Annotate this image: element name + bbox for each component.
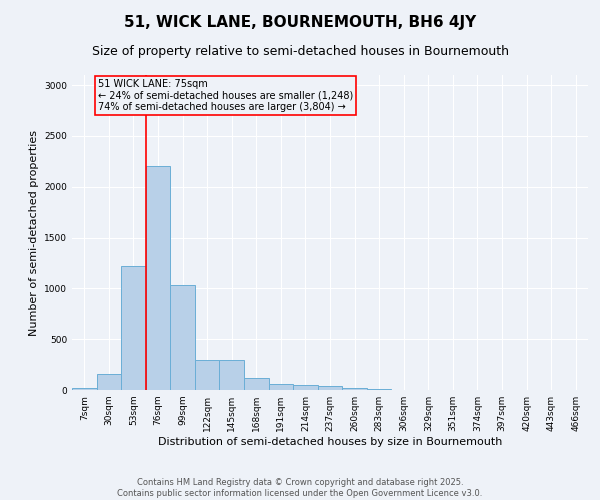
Bar: [97, 374, 121, 390]
Bar: [269, 384, 293, 390]
Bar: [121, 266, 146, 390]
Bar: [195, 360, 220, 390]
Bar: [244, 378, 269, 390]
Y-axis label: Number of semi-detached properties: Number of semi-detached properties: [29, 130, 38, 336]
Bar: [170, 285, 195, 390]
Bar: [318, 386, 342, 390]
Bar: [72, 388, 97, 390]
Bar: [342, 388, 367, 390]
Text: Contains HM Land Registry data © Crown copyright and database right 2025.
Contai: Contains HM Land Registry data © Crown c…: [118, 478, 482, 498]
Text: Size of property relative to semi-detached houses in Bournemouth: Size of property relative to semi-detach…: [91, 45, 509, 58]
Bar: [146, 166, 170, 390]
Bar: [293, 385, 318, 390]
Text: 51, WICK LANE, BOURNEMOUTH, BH6 4JY: 51, WICK LANE, BOURNEMOUTH, BH6 4JY: [124, 15, 476, 30]
Text: 51 WICK LANE: 75sqm
← 24% of semi-detached houses are smaller (1,248)
74% of sem: 51 WICK LANE: 75sqm ← 24% of semi-detach…: [98, 79, 353, 112]
Bar: [220, 360, 244, 390]
X-axis label: Distribution of semi-detached houses by size in Bournemouth: Distribution of semi-detached houses by …: [158, 437, 502, 447]
